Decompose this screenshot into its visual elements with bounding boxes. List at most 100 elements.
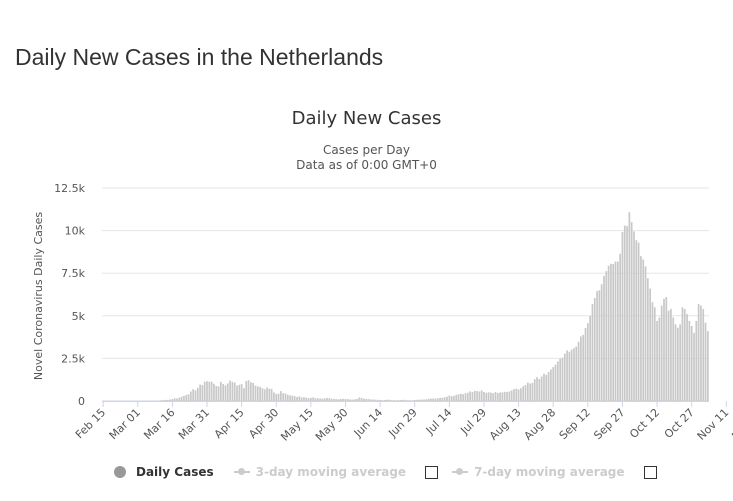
bar[interactable] <box>383 399 386 401</box>
bar[interactable] <box>418 399 421 401</box>
bar[interactable] <box>600 284 603 401</box>
bar[interactable] <box>485 392 488 401</box>
bar[interactable] <box>346 399 349 401</box>
bar[interactable] <box>543 373 545 401</box>
bar[interactable] <box>365 398 368 401</box>
bar[interactable] <box>577 341 580 401</box>
bar[interactable] <box>379 399 381 401</box>
bar[interactable] <box>589 315 591 401</box>
bar[interactable] <box>411 400 414 401</box>
bar[interactable] <box>480 390 483 401</box>
bar[interactable] <box>506 392 508 401</box>
bar[interactable] <box>376 399 379 401</box>
bar[interactable] <box>658 317 661 402</box>
bar[interactable] <box>423 399 425 401</box>
bar[interactable] <box>499 392 501 401</box>
bar[interactable] <box>335 399 338 401</box>
bar[interactable] <box>312 397 315 401</box>
bar[interactable] <box>681 307 684 401</box>
bar[interactable] <box>201 385 204 401</box>
bar[interactable] <box>194 390 197 401</box>
daily-cases-bars[interactable] <box>130 212 709 401</box>
bar[interactable] <box>245 381 248 401</box>
bar[interactable] <box>690 326 693 401</box>
bar[interactable] <box>520 388 522 401</box>
bar[interactable] <box>439 397 441 401</box>
bar[interactable] <box>220 381 222 401</box>
bar[interactable] <box>626 226 628 401</box>
bar[interactable] <box>614 261 617 401</box>
bar[interactable] <box>286 394 289 401</box>
bar[interactable] <box>187 394 190 401</box>
bar[interactable] <box>476 391 478 401</box>
bar[interactable] <box>176 398 178 401</box>
bar[interactable] <box>224 385 227 401</box>
bar[interactable] <box>386 399 388 401</box>
bar[interactable] <box>688 320 691 401</box>
bar[interactable] <box>250 382 252 401</box>
bar[interactable] <box>166 399 169 401</box>
bar[interactable] <box>171 399 174 401</box>
bar[interactable] <box>213 383 215 401</box>
bar[interactable] <box>432 398 435 401</box>
bar[interactable] <box>466 392 469 401</box>
bar[interactable] <box>409 400 411 401</box>
bar[interactable] <box>344 398 347 401</box>
bar[interactable] <box>656 320 658 401</box>
bar[interactable] <box>196 387 199 401</box>
bar[interactable] <box>277 393 280 401</box>
bar[interactable] <box>455 394 458 401</box>
bar[interactable] <box>395 400 398 401</box>
legend-item-3-day-average[interactable]: 3-day moving average <box>233 465 406 479</box>
bar[interactable] <box>633 231 635 401</box>
bar[interactable] <box>208 381 211 401</box>
bar[interactable] <box>566 350 568 401</box>
bar[interactable] <box>393 400 395 401</box>
bar[interactable] <box>552 367 555 401</box>
bar[interactable] <box>217 386 220 401</box>
bar[interactable] <box>515 388 518 401</box>
bar[interactable] <box>670 308 672 401</box>
bar[interactable] <box>635 240 638 401</box>
bar[interactable] <box>556 361 559 401</box>
bar[interactable] <box>273 392 275 401</box>
bar[interactable] <box>674 324 677 401</box>
bar[interactable] <box>420 399 423 401</box>
bar[interactable] <box>416 399 418 401</box>
bar[interactable] <box>616 261 619 401</box>
bar[interactable] <box>473 390 476 401</box>
bar[interactable] <box>665 297 668 401</box>
bar[interactable] <box>524 385 527 401</box>
bar[interactable] <box>173 398 176 401</box>
bar[interactable] <box>596 291 598 401</box>
bar[interactable] <box>593 298 596 401</box>
bar[interactable] <box>162 400 165 401</box>
bar[interactable] <box>243 388 245 401</box>
bar[interactable] <box>307 398 310 401</box>
bar[interactable] <box>503 391 506 401</box>
bar[interactable] <box>649 288 651 401</box>
bar[interactable] <box>388 399 391 401</box>
bar[interactable] <box>605 271 608 401</box>
bar[interactable] <box>282 393 285 401</box>
bar[interactable] <box>561 357 564 401</box>
bar[interactable] <box>575 346 578 401</box>
bar[interactable] <box>261 388 264 401</box>
bar[interactable] <box>695 320 698 401</box>
bar[interactable] <box>706 331 709 401</box>
bar[interactable] <box>603 275 605 401</box>
bar[interactable] <box>490 392 492 401</box>
bar[interactable] <box>550 369 552 401</box>
bar[interactable] <box>529 383 531 401</box>
bar[interactable] <box>160 400 162 401</box>
bar[interactable] <box>199 384 201 401</box>
bar[interactable] <box>358 397 361 401</box>
bar[interactable] <box>619 253 621 401</box>
bar[interactable] <box>349 399 351 401</box>
bar[interactable] <box>646 278 649 401</box>
bar[interactable] <box>425 399 428 401</box>
bar[interactable] <box>303 397 305 401</box>
bar[interactable] <box>612 264 615 401</box>
bar[interactable] <box>247 380 250 401</box>
bar[interactable] <box>517 389 520 401</box>
